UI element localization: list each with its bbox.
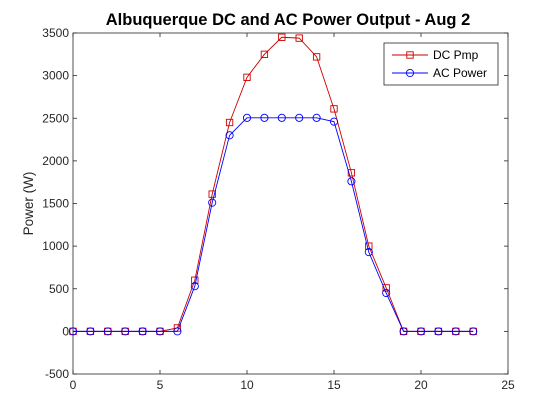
y-axis-label: Power (W)	[21, 172, 36, 236]
y-tick-label: 2500	[42, 111, 69, 125]
data-point	[68, 327, 78, 336]
data-point	[364, 248, 373, 257]
data-point	[434, 327, 443, 336]
legend-entry: DC Pmp	[392, 48, 479, 62]
data-point	[347, 177, 356, 186]
data-point	[399, 327, 408, 336]
legend: DC Pmp AC Power	[383, 42, 499, 86]
y-tick-label: 500	[49, 282, 69, 296]
x-tick-label: 15	[327, 378, 341, 392]
legend-entry: AC Power	[392, 66, 487, 80]
data-point	[278, 33, 286, 41]
data-point	[138, 327, 147, 336]
data-point	[329, 117, 339, 126]
chart-title: Albuquerque DC and AC Power Output - Aug…	[106, 11, 471, 29]
data-point	[225, 118, 234, 127]
series-line	[73, 117, 474, 332]
y-tick-label: 1000	[42, 239, 69, 253]
axes: 0 5 10 15 20 25-50005001000150020002500300035…	[42, 26, 515, 392]
y-tick-label: 0	[62, 324, 69, 338]
legend-marker	[406, 51, 414, 59]
data-point	[365, 242, 373, 250]
y-tick-label: 1500	[42, 197, 69, 211]
data-point	[330, 105, 338, 113]
legend-label: DC Pmp	[433, 48, 479, 62]
y-tick-label: 2000	[42, 154, 69, 168]
legend-marker	[405, 68, 415, 78]
data-point	[190, 282, 199, 291]
data-point	[243, 73, 251, 81]
data-point	[208, 190, 216, 198]
data-point	[260, 50, 269, 58]
data-point	[451, 327, 460, 336]
data-point	[225, 131, 234, 140]
data-point	[312, 53, 321, 61]
legend-label: AC Power	[433, 66, 487, 80]
y-tick-label: -500	[45, 367, 69, 381]
data-point	[155, 327, 165, 336]
x-tick-label: 25	[501, 378, 515, 392]
data-point	[347, 169, 356, 177]
data-point	[416, 327, 426, 336]
y-tick-label: 3000	[42, 69, 69, 83]
data-point	[469, 327, 478, 336]
data-point	[260, 113, 269, 122]
data-point	[295, 113, 304, 122]
data-point	[208, 198, 217, 207]
series-layer	[68, 33, 478, 336]
x-tick-label: 0	[70, 378, 77, 392]
x-tick-label: 10	[240, 378, 254, 392]
y-tick-label: 3500	[42, 26, 69, 40]
data-point	[86, 327, 95, 336]
data-point	[103, 327, 112, 336]
data-point	[173, 327, 182, 336]
data-point	[277, 113, 286, 122]
data-point	[312, 113, 321, 122]
data-point	[382, 288, 391, 298]
data-point	[242, 113, 252, 122]
data-point	[191, 276, 199, 284]
x-tick-label: 5	[157, 378, 164, 392]
data-point	[121, 327, 130, 336]
series-ac-power	[68, 113, 478, 336]
x-tick-label: 20	[414, 378, 428, 392]
legend-box	[383, 42, 499, 86]
data-point	[295, 34, 303, 42]
data-point	[382, 284, 390, 292]
